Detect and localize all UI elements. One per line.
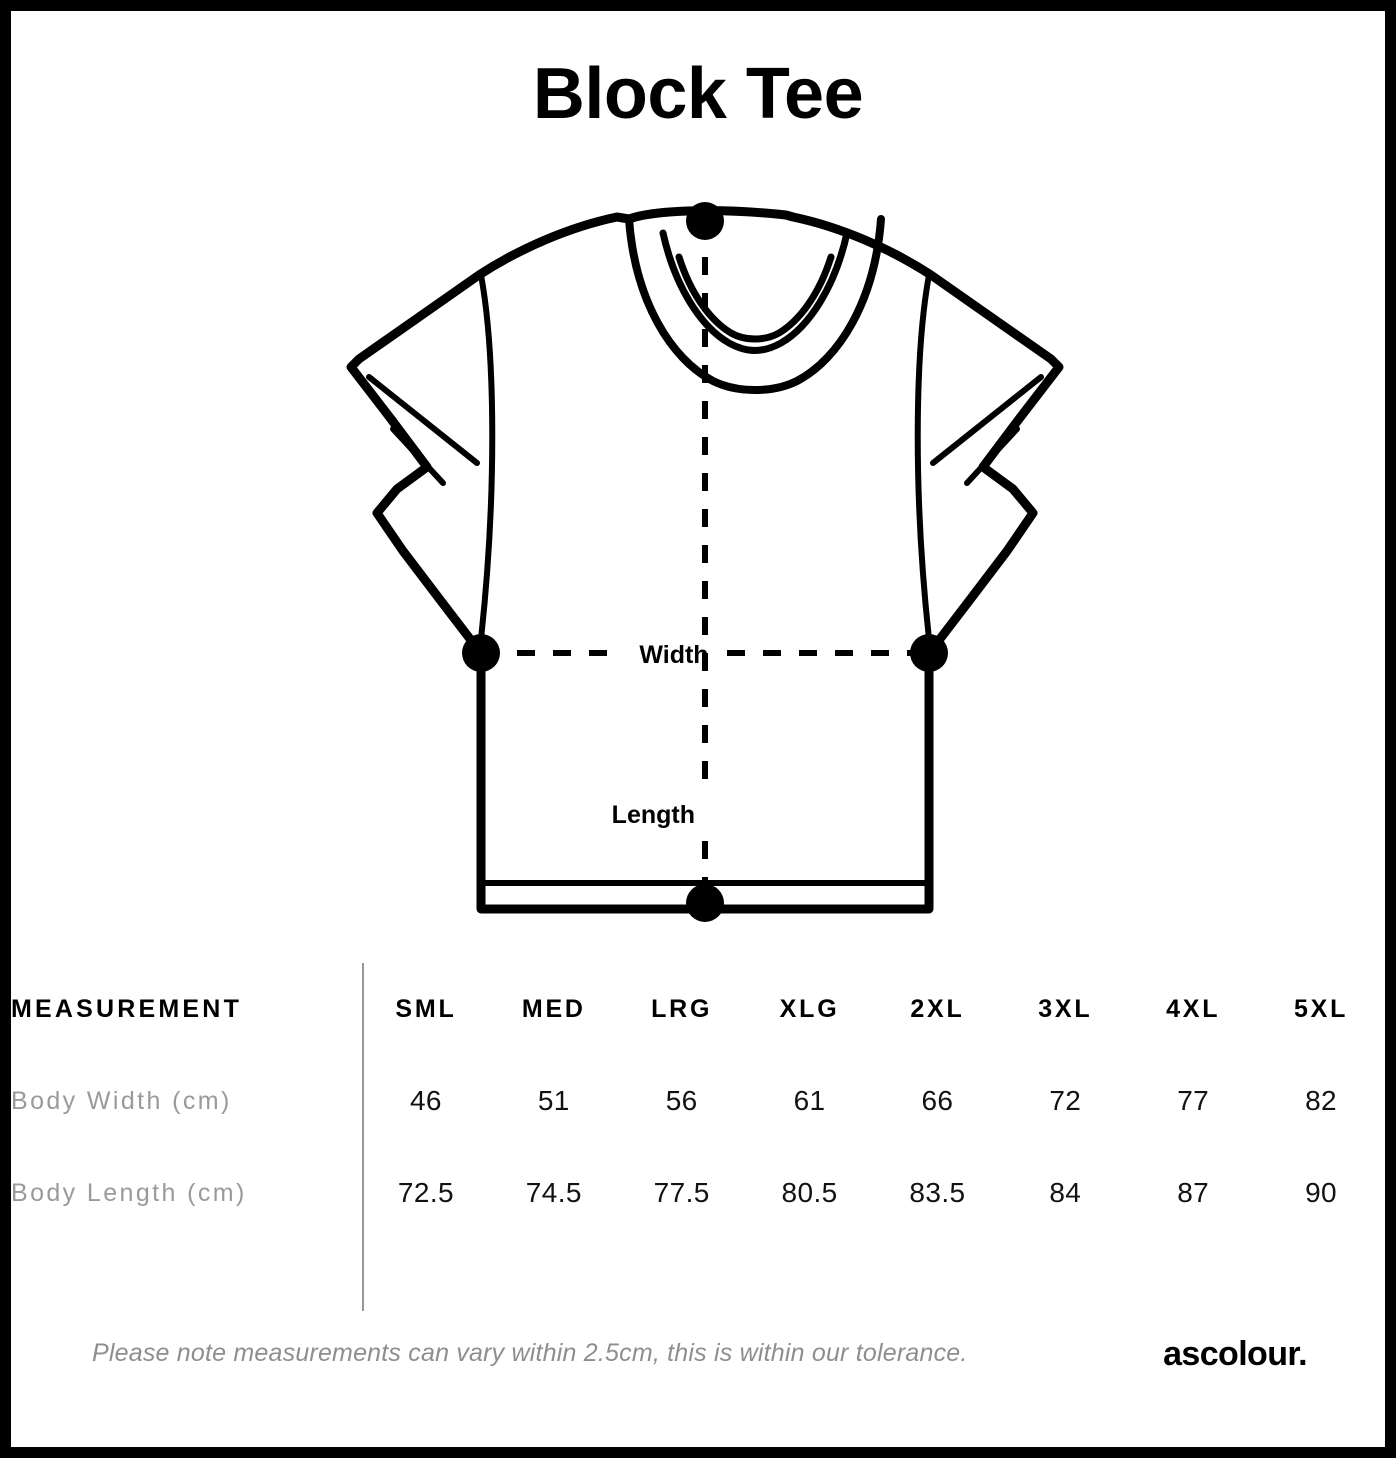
collar-rib-mid-path (659, 229, 851, 354)
footer: Please note measurements can vary within… (11, 1335, 1385, 1385)
size-header-3xl: 3XL (1038, 994, 1093, 1023)
body-length-sml: 72.5 (397, 1177, 454, 1208)
right-armpit-point-dot (910, 634, 948, 672)
table-row-body-length: Body Length (cm) 72.5 74.5 77.5 80.5 83.… (11, 1147, 1385, 1239)
size-header-med: MED (521, 994, 586, 1023)
width-dimension-label: Width (639, 641, 708, 669)
body-length-5xl: 90 (1305, 1177, 1338, 1208)
body-width-xlg: 61 (793, 1085, 826, 1116)
body-width-lrg: 56 (665, 1085, 698, 1116)
size-header-sml: SML (395, 994, 457, 1023)
body-width-med: 51 (537, 1085, 570, 1116)
body-width-2xl: 66 (921, 1085, 954, 1116)
right-cuff-line (930, 374, 1044, 466)
neckline-outer-path (625, 215, 885, 394)
size-header-4xl: 4XL (1166, 994, 1221, 1023)
measurement-column-header: MEASUREMENT (11, 994, 243, 1023)
right-shoulder-seam (914, 272, 932, 642)
table-vertical-divider (362, 963, 364, 1311)
measurement-points (462, 202, 948, 922)
length-dimension-label: Length (612, 801, 695, 829)
table-row-body-width: Body Width (cm) 46 51 56 61 66 72 77 82 (11, 1055, 1385, 1147)
collar-rib-inner-path (675, 253, 835, 343)
body-length-med: 74.5 (525, 1177, 582, 1208)
shoulder-neck-point-dot (686, 202, 724, 240)
tshirt-illustration-svg: Width Length (346, 202, 1064, 922)
size-header-xlg: XLG (779, 994, 840, 1023)
tshirt-outline (346, 206, 1064, 914)
body-length-lrg: 77.5 (653, 1177, 710, 1208)
tshirt-diagram: Width Length (11, 191, 1385, 951)
body-length-2xl: 83.5 (909, 1177, 966, 1208)
tolerance-note: Please note measurements can vary within… (92, 1339, 968, 1367)
body-length-xlg: 80.5 (781, 1177, 838, 1208)
body-length-3xl: 84 (1049, 1177, 1082, 1208)
body-width-5xl: 82 (1305, 1085, 1338, 1116)
left-cuff-line-2 (390, 426, 446, 486)
body-width-3xl: 72 (1049, 1085, 1082, 1116)
row-label-body-width: Body Width (cm) (11, 1086, 232, 1115)
measurements-table: MEASUREMENT SML MED LRG XLG 2XL 3XL 4XL … (11, 963, 1385, 1239)
body-width-4xl: 77 (1177, 1085, 1210, 1116)
body-length-4xl: 87 (1177, 1177, 1210, 1208)
chart-canvas: Block Tee (11, 11, 1385, 1447)
tshirt-body-path (346, 206, 1064, 914)
right-cuff-line-2 (964, 426, 1020, 486)
ascolour-logo: ascolour. (1163, 1335, 1307, 1373)
measurements-table-wrap: MEASUREMENT SML MED LRG XLG 2XL 3XL 4XL … (11, 963, 1385, 1323)
left-shoulder-seam (478, 272, 496, 642)
body-width-sml: 46 (409, 1085, 442, 1116)
left-armpit-point-dot (462, 634, 500, 672)
hem-point-dot (686, 884, 724, 922)
row-label-body-length: Body Length (cm) (11, 1178, 247, 1207)
left-cuff-line (366, 374, 480, 466)
size-header-2xl: 2XL (910, 994, 965, 1023)
page-title: Block Tee (532, 54, 864, 134)
size-header-5xl: 5XL (1293, 994, 1349, 1023)
table-header-row: MEASUREMENT SML MED LRG XLG 2XL 3XL 4XL … (11, 963, 1385, 1055)
size-header-lrg: LRG (651, 994, 713, 1023)
